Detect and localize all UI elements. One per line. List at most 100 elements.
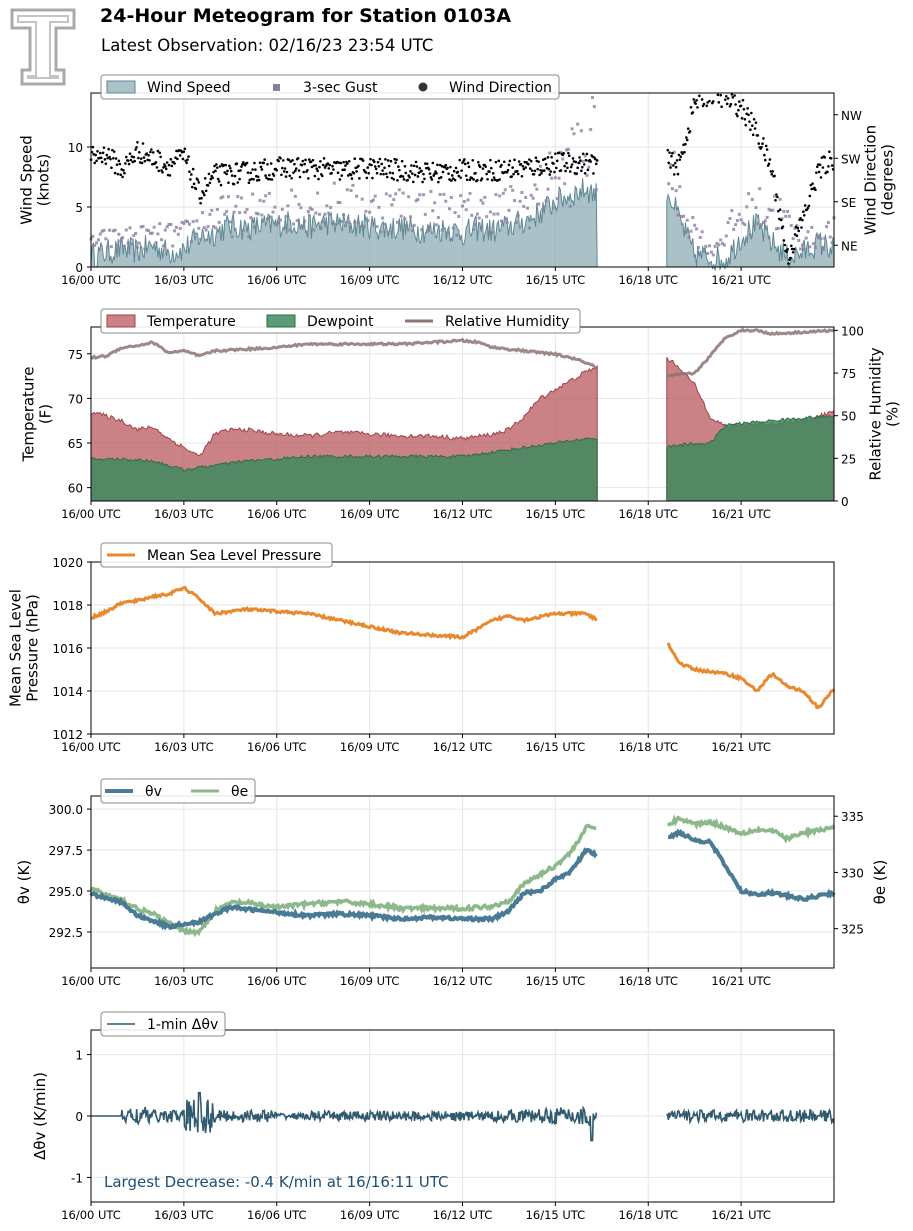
direction-point (783, 243, 787, 247)
x-tick-label: 16/00 UTC (61, 507, 121, 521)
direction-point (542, 169, 546, 172)
gust-point (758, 187, 762, 191)
gust-point (516, 214, 520, 218)
gust-point (349, 189, 353, 193)
gust-point (226, 195, 230, 199)
gust-point (336, 200, 340, 204)
direction-point (742, 108, 746, 111)
direction-point (268, 173, 271, 177)
legend-label: 1-min Δθv (147, 1017, 218, 1033)
largest-decrease-annotation: Largest Decrease: -0.4 K/min at 16/16:11… (104, 1173, 449, 1191)
direction-point (740, 117, 744, 120)
direction-point (253, 161, 256, 165)
direction-point (361, 159, 365, 162)
direction-point (238, 177, 241, 181)
y-tick-label: 0 (75, 261, 83, 275)
direction-point (381, 169, 384, 172)
direction-point (671, 151, 674, 155)
y-tick-label-right: 0 (841, 495, 849, 509)
y-tick-label: 1012 (52, 728, 83, 742)
gust-point (474, 223, 478, 227)
gust-point (273, 205, 277, 209)
y-tick-label-right: NE (841, 239, 858, 253)
gust-point (113, 228, 117, 232)
direction-point (546, 156, 550, 159)
gust-point (147, 229, 151, 233)
direction-point (292, 171, 295, 174)
direction-point (225, 172, 228, 176)
direction-point (331, 164, 334, 168)
direction-point (388, 171, 392, 175)
direction-point (417, 171, 421, 175)
y-tick-label: 292.5 (49, 926, 83, 940)
direction-point (698, 94, 701, 98)
gust-point (570, 127, 574, 131)
direction-point (696, 106, 699, 109)
legend-label: Relative Humidity (445, 314, 569, 330)
direction-point (797, 229, 801, 233)
y-axis-title-line: Temperature (20, 366, 38, 462)
legend: Wind Speed 3-sec Gust Wind Direction (100, 74, 560, 100)
y-tick-label: 0 (75, 1110, 83, 1124)
y-axis-title-line: (degrees) (879, 144, 897, 216)
gust-point (200, 211, 204, 215)
gust-point (828, 235, 832, 239)
direction-point (200, 196, 203, 200)
direction-point (791, 250, 795, 254)
direction-point (594, 162, 598, 166)
gust-point (219, 196, 223, 200)
direction-point (222, 163, 226, 167)
direction-point (206, 184, 210, 187)
direction-point (174, 156, 177, 159)
gust-point (748, 233, 752, 237)
gust-point (338, 201, 342, 205)
direction-point (444, 163, 448, 167)
gust-point (774, 227, 778, 231)
direction-point (574, 160, 578, 164)
direction-point (826, 170, 829, 174)
direction-point (427, 167, 431, 171)
y-tick-label: 297.5 (49, 844, 83, 858)
gust-point (381, 216, 385, 220)
direction-point (728, 104, 732, 108)
gust-point (163, 228, 167, 232)
gust-point (148, 231, 152, 235)
direction-point (140, 161, 144, 165)
gust-point (377, 205, 381, 209)
gust-point (449, 196, 453, 200)
direction-point (369, 157, 372, 161)
direction-point (555, 159, 559, 163)
direction-point (135, 146, 138, 149)
gust-point (431, 209, 435, 213)
direction-point (470, 176, 474, 180)
direction-point (365, 176, 369, 180)
direction-point (724, 94, 728, 98)
direction-point (689, 105, 693, 109)
gust-points (89, 96, 836, 257)
direction-point (118, 162, 122, 166)
direction-point (507, 163, 511, 167)
direction-point (589, 160, 592, 163)
direction-point (516, 172, 520, 176)
direction-point (343, 168, 346, 172)
gust-point (267, 191, 271, 195)
direction-point (781, 225, 785, 228)
direction-point (165, 161, 169, 164)
direction-point (729, 102, 733, 106)
direction-point (672, 173, 676, 176)
direction-point (136, 140, 139, 144)
gust-point (332, 181, 336, 185)
direction-point (491, 171, 495, 175)
direction-point (317, 177, 320, 181)
gust-point (433, 201, 437, 205)
direction-point (817, 170, 821, 174)
gust-point (826, 221, 830, 225)
gust-point (800, 243, 804, 247)
gust-point (368, 210, 372, 214)
direction-point (456, 170, 460, 174)
direction-point (390, 176, 394, 180)
direction-point (686, 127, 690, 131)
direction-point (763, 153, 766, 157)
legend: Temperature Dewpoint Relative Humidity (100, 308, 581, 334)
direction-point (692, 98, 696, 101)
